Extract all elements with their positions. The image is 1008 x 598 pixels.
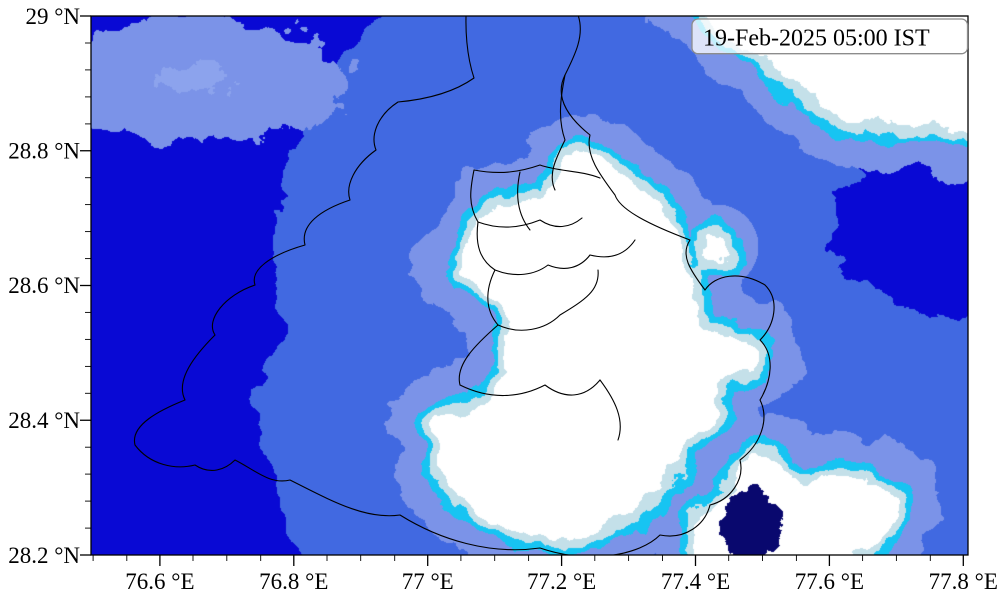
svg-text:28.8 °N: 28.8 °N bbox=[8, 139, 80, 164]
svg-text:19-Feb-2025 05:00 IST: 19-Feb-2025 05:00 IST bbox=[703, 26, 930, 52]
svg-text:77.6 °E: 77.6 °E bbox=[795, 569, 864, 594]
svg-text:77.2 °E: 77.2 °E bbox=[527, 569, 596, 594]
svg-text:77 °E: 77 °E bbox=[402, 569, 454, 594]
svg-text:76.6 °E: 76.6 °E bbox=[125, 569, 194, 594]
svg-text:28.2 °N: 28.2 °N bbox=[8, 543, 80, 568]
svg-text:29 °N: 29 °N bbox=[25, 4, 80, 29]
svg-text:76.8 °E: 76.8 °E bbox=[259, 569, 328, 594]
svg-text:77.8 °E: 77.8 °E bbox=[929, 569, 998, 594]
svg-text:28.4 °N: 28.4 °N bbox=[8, 408, 80, 433]
svg-text:77.4 °E: 77.4 °E bbox=[661, 569, 730, 594]
svg-text:28.6 °N: 28.6 °N bbox=[8, 273, 80, 298]
